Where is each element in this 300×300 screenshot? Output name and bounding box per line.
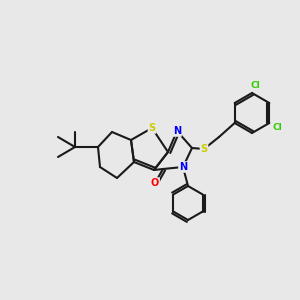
Text: S: S	[148, 123, 156, 133]
Text: N: N	[173, 126, 181, 136]
Text: O: O	[151, 178, 159, 188]
Text: Cl: Cl	[250, 80, 260, 89]
Text: S: S	[200, 144, 208, 154]
Text: Cl: Cl	[272, 122, 282, 131]
Text: N: N	[179, 162, 187, 172]
